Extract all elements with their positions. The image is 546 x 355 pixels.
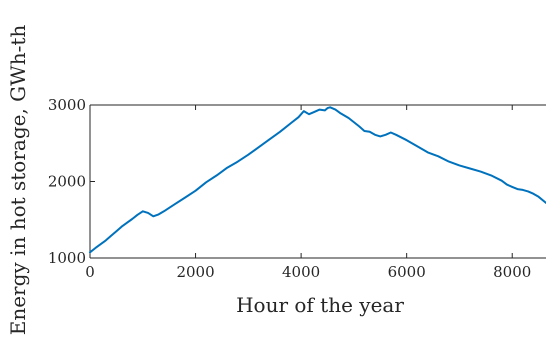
y-tick-label: 2000 (48, 173, 86, 191)
y-tick-label: 3000 (48, 96, 86, 114)
plot-area (89, 106, 546, 254)
chart-axes (89, 104, 546, 259)
y-tick-label: 1000 (48, 249, 86, 267)
x-tick-label: 0 (85, 263, 95, 281)
x-tick-label: 4000 (282, 263, 320, 281)
x-axis-label: Hour of the year (236, 293, 404, 317)
x-tick-label: 6000 (388, 263, 426, 281)
series-line-0 (89, 106, 546, 254)
x-tick-label: 2000 (176, 263, 214, 281)
x-tick-label: 8000 (493, 263, 531, 281)
chart-ticks: 0 2000 4000 6000 8000 1000 2000 3000 (48, 96, 532, 281)
y-axis-label: Energy in hot storage, GWh-th (6, 25, 30, 336)
